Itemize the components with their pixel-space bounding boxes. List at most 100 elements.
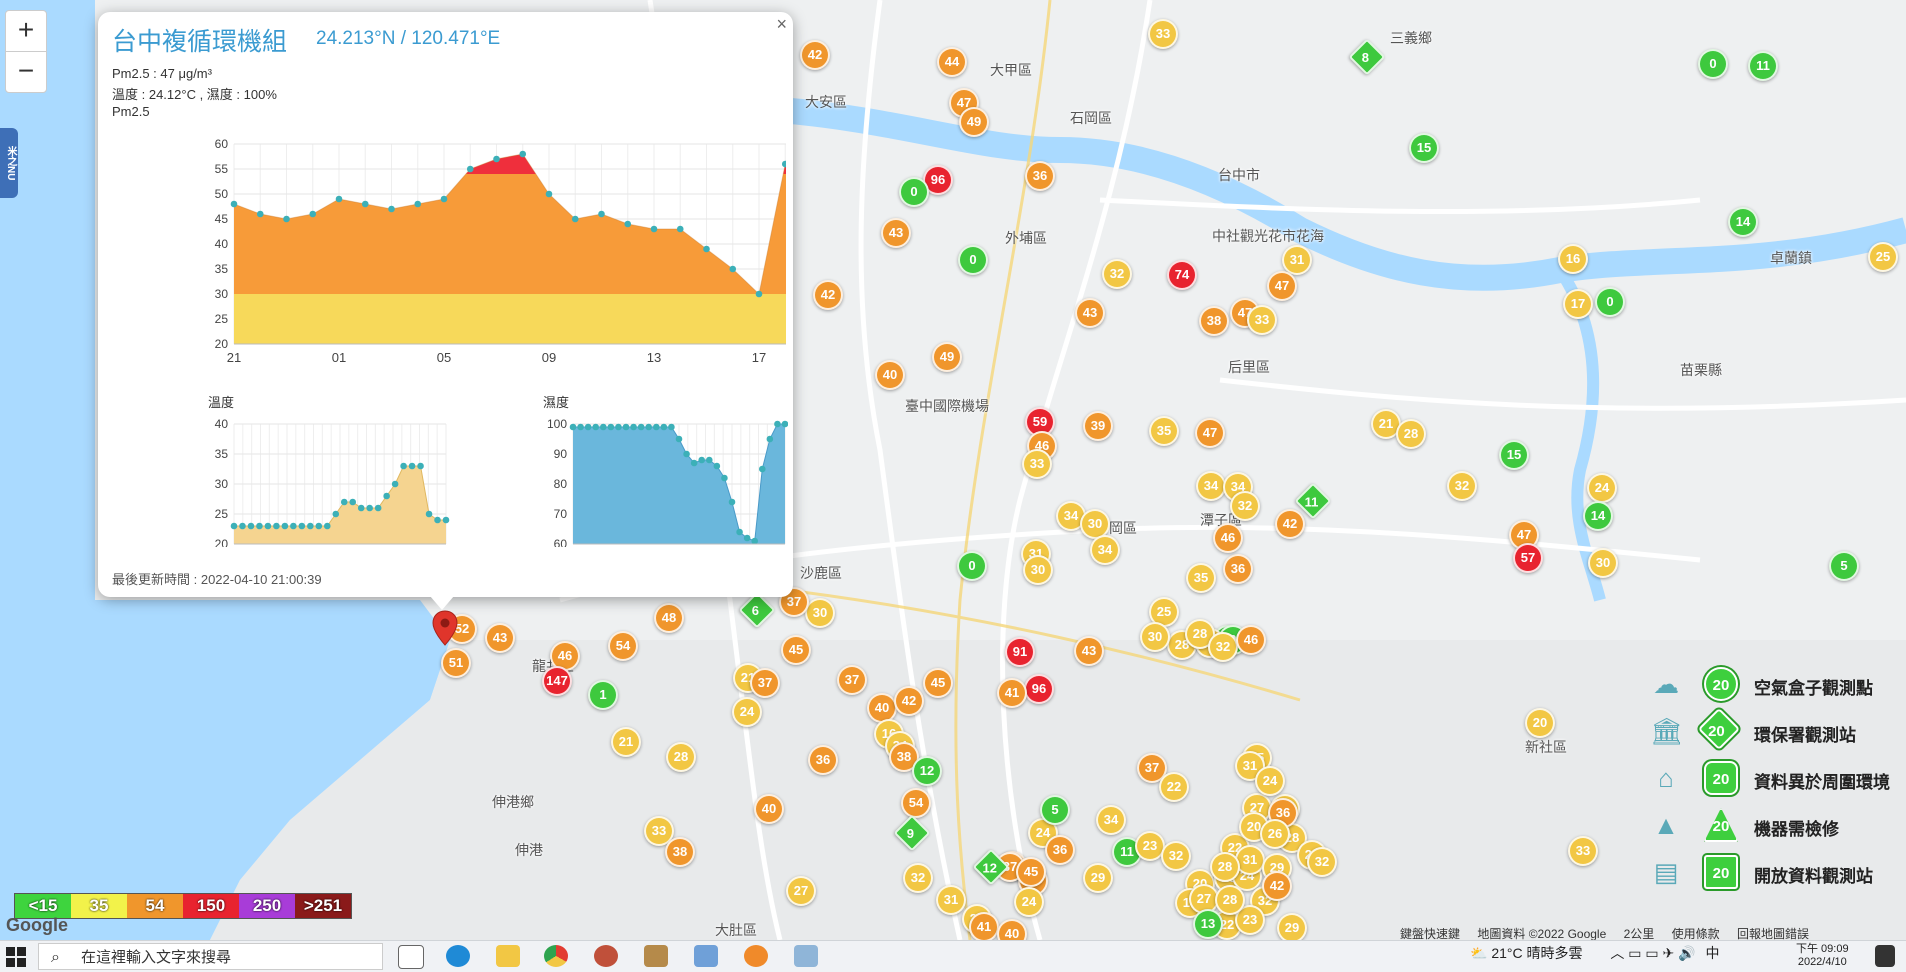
station-marker[interactable]: 59 [1025,407,1055,437]
station-marker[interactable]: 43 [1075,298,1105,328]
station-marker[interactable]: 42 [813,280,843,310]
station-marker[interactable]: 43 [1074,636,1104,666]
station-marker[interactable]: 31 [1235,845,1265,875]
app-icon[interactable] [644,945,668,967]
station-marker[interactable]: 74 [1167,260,1197,290]
terms-link[interactable]: 使用條款 [1671,927,1720,940]
taskbar-search-box[interactable]: ⌕ 在這裡輸入文字來搜尋 [38,943,383,970]
station-marker[interactable]: 36 [1045,835,1075,865]
station-marker[interactable]: 38 [889,742,919,772]
station-marker[interactable]: 47 [1267,271,1297,301]
station-marker[interactable]: 54 [901,788,931,818]
station-marker[interactable]: 32 [903,863,933,893]
station-marker[interactable]: 31 [1235,751,1265,781]
file-explorer-icon[interactable] [496,945,520,967]
station-marker[interactable]: 32 [1307,847,1337,877]
station-marker[interactable]: 54 [608,631,638,661]
station-marker[interactable]: 21 [1371,409,1401,439]
station-marker[interactable]: 35 [1149,416,1179,446]
station-marker[interactable]: 14 [1728,207,1758,237]
station-marker[interactable]: 0 [957,551,987,581]
station-marker[interactable]: 0 [899,177,929,207]
station-marker[interactable]: 11 [1748,51,1778,81]
zoom-in-button[interactable]: + [5,10,47,52]
station-marker[interactable]: 40 [754,794,784,824]
station-marker[interactable]: 47 [1195,418,1225,448]
station-marker[interactable]: 30 [805,598,835,628]
station-marker[interactable]: 34 [1096,805,1126,835]
station-marker[interactable]: 28 [666,742,696,772]
station-marker[interactable]: 46 [1236,625,1266,655]
station-marker[interactable]: 5 [1040,795,1070,825]
location-pin-icon[interactable] [432,610,458,646]
station-marker[interactable]: 0 [1698,49,1728,79]
station-marker[interactable]: 46 [1213,523,1243,553]
app-icon[interactable] [694,945,718,967]
station-marker[interactable]: 42 [894,686,924,716]
station-marker[interactable]: 43 [881,218,911,248]
station-marker[interactable]: 40 [875,360,905,390]
station-marker[interactable]: 32 [1161,841,1191,871]
station-marker[interactable]: 33 [1022,449,1052,479]
station-marker[interactable]: 33 [1247,305,1277,335]
blender-icon[interactable] [744,945,768,967]
station-marker[interactable]: 35 [1186,563,1216,593]
close-icon[interactable]: × [776,14,787,34]
station-marker[interactable]: 33 [1568,836,1598,866]
station-marker[interactable]: 29 [1277,913,1307,940]
station-marker[interactable]: 96 [1024,674,1054,704]
station-marker[interactable]: 13 [1193,909,1223,939]
station-marker[interactable]: 30 [1080,509,1110,539]
station-marker[interactable]: 24 [1255,766,1285,796]
station-marker[interactable]: 26 [1260,819,1290,849]
station-marker[interactable]: 27 [786,876,816,906]
station-marker[interactable]: 0 [958,245,988,275]
app-icon[interactable] [794,945,818,967]
station-marker[interactable]: 36 [808,745,838,775]
station-marker[interactable]: 147 [542,666,572,696]
station-marker[interactable]: 30 [1588,548,1618,578]
ime-indicator[interactable]: 中 [1705,945,1720,961]
station-marker[interactable]: 24 [732,697,762,727]
station-marker[interactable]: 41 [997,678,1027,708]
station-marker[interactable]: 37 [750,668,780,698]
station-marker[interactable]: 30 [1023,555,1053,585]
station-marker[interactable]: 49 [932,342,962,372]
station-marker[interactable]: 34 [1090,535,1120,565]
station-marker[interactable]: 31 [1282,245,1312,275]
station-marker[interactable]: 28 [1396,419,1426,449]
report-error-link[interactable]: 回報地圖錯誤 [1737,927,1810,940]
station-marker[interactable]: 38 [665,837,695,867]
side-menu-tab[interactable]: 米之NU [0,128,18,198]
station-marker[interactable]: 36 [1223,554,1253,584]
station-marker[interactable]: 41 [969,912,999,940]
station-marker[interactable]: 36 [1025,161,1055,191]
station-marker[interactable]: 32 [1230,491,1260,521]
station-marker[interactable]: 37 [779,587,809,617]
station-marker[interactable]: 40 [867,693,897,723]
station-marker[interactable]: 22 [1159,772,1189,802]
station-marker[interactable]: 42 [800,40,830,70]
station-marker[interactable]: 31 [936,885,966,915]
clock[interactable]: 下午 09:09 2022/4/10 [1796,943,1849,969]
station-marker[interactable]: 21 [611,727,641,757]
station-marker[interactable]: 28 [1210,852,1240,882]
edge-icon[interactable] [446,945,470,967]
station-marker[interactable]: 29 [1083,863,1113,893]
station-marker[interactable]: 12 [912,756,942,786]
station-marker[interactable]: 0 [1595,287,1625,317]
station-marker[interactable]: 32 [1447,471,1477,501]
station-marker[interactable]: 45 [781,635,811,665]
station-marker[interactable]: 30 [1140,622,1170,652]
station-marker[interactable]: 17 [1563,289,1593,319]
station-marker[interactable]: 49 [959,107,989,137]
station-marker[interactable]: 39 [1083,411,1113,441]
station-marker[interactable]: 1 [588,680,618,710]
station-marker[interactable]: 32 [1208,632,1238,662]
station-marker[interactable]: 34 [1196,471,1226,501]
station-marker[interactable]: 15 [1499,440,1529,470]
station-marker[interactable]: 42 [1262,871,1292,901]
station-marker[interactable]: 57 [1513,543,1543,573]
station-marker[interactable]: 28 [1215,885,1245,915]
app-icon[interactable] [594,945,618,967]
